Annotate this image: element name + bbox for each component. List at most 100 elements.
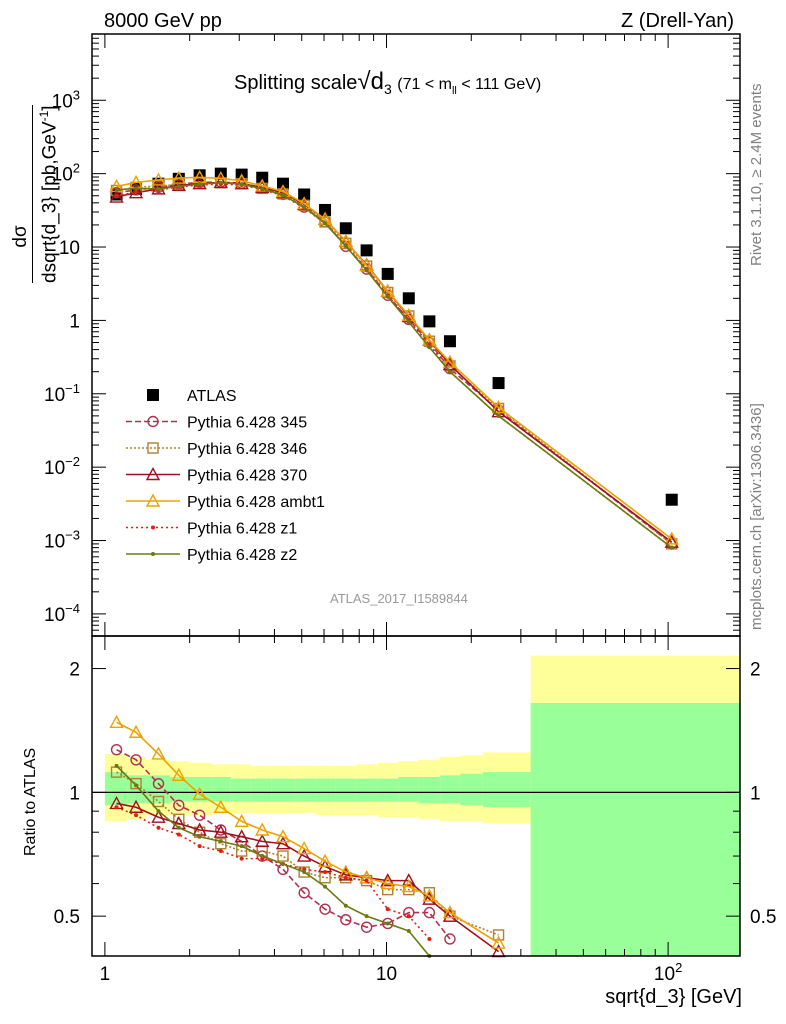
ratio-point-3-6: [234, 813, 249, 828]
legend-marker-6: [151, 552, 155, 556]
ratio-point-2-7: [255, 833, 270, 848]
ratio-point-0-11: [340, 914, 352, 926]
legend-marker-0: [147, 389, 159, 401]
data-point-0-10: [319, 203, 332, 216]
ratio-point-5-0: [114, 763, 119, 768]
ratio-point-4-14: [406, 914, 411, 919]
data-point-4-17: [491, 400, 506, 414]
y-tick-label: 10: [59, 238, 80, 259]
ratio-point-4-9: [302, 867, 307, 872]
ratio-point-5-5: [218, 839, 223, 844]
ratio-point-4-1: [134, 813, 139, 818]
ratio-point-5-4: [197, 834, 202, 839]
ratio-point-2-8: [275, 836, 291, 850]
ratio-point-5-2: [156, 809, 161, 814]
ratio-point-4-2: [156, 825, 161, 830]
data-point-6-4: [197, 182, 202, 187]
ylabel-unit: [pb,GeV: [39, 121, 61, 192]
ratio-point-0-2: [152, 777, 165, 790]
ratio-line-1: [116, 771, 499, 936]
ratio-y-tick-label-right: 1: [750, 783, 761, 804]
y-tick-label: 10−2: [44, 454, 80, 479]
header-left: 8000 GeV pp: [104, 10, 222, 32]
ratio-point-5-13: [385, 921, 390, 926]
legend-label-4: Pythia 6.428 ambt1: [187, 494, 325, 511]
ratio-point-3-4: [192, 786, 207, 800]
ratio-y-tick-label-left: 1: [69, 783, 80, 804]
legend-label-1: Pythia 6.428 345: [187, 415, 307, 432]
ratio-point-0-3: [173, 799, 185, 812]
data-point-2-9: [298, 199, 310, 212]
stat-uncertainty-band: [530, 702, 740, 956]
data-point-6-18: [669, 545, 674, 550]
ratio-point-4-4: [197, 844, 202, 849]
data-point-5-1: [134, 190, 139, 195]
ratio-point-4-5: [218, 849, 223, 854]
ratio-point-2-6: [234, 829, 249, 843]
series-line-3: [116, 181, 673, 543]
ratio-y-tick-label-right: 2: [750, 660, 761, 681]
ratio-point-4-10: [323, 870, 328, 875]
data-point-0-15: [423, 315, 436, 328]
data-point-6-6: [239, 182, 244, 187]
ratio-point-3-17: [491, 935, 506, 949]
data-point-3-5: [213, 174, 228, 189]
ratio-ylabel: Ratio to ATLAS: [22, 747, 39, 856]
ratio-point-0-16: [444, 933, 456, 945]
series-line-2: [116, 182, 673, 545]
ylabel-num: dσ: [10, 225, 31, 248]
y-tick-label: 10−1: [44, 381, 80, 406]
data-point-6-9: [302, 205, 307, 210]
ratio-line-0: [116, 748, 451, 940]
data-point-0-17: [492, 377, 505, 390]
ratio-line-5: [115, 765, 431, 957]
ratio-point-1-17: [492, 929, 505, 941]
ratio-point-5-6: [239, 844, 244, 849]
stat-uncertainty-band: [315, 778, 336, 802]
stat-uncertainty-band: [377, 778, 399, 802]
ratio-point-5-11: [343, 903, 348, 908]
legend-marker-2: [147, 442, 159, 454]
ratio-y-tick-label-right: 0.5: [750, 907, 776, 928]
legend-label-0: ATLAS: [187, 388, 237, 405]
stat-uncertainty-band: [271, 778, 295, 802]
series-line-4: [116, 176, 673, 540]
top-panel-series: [109, 167, 679, 550]
ratio-point-1-10: [319, 872, 331, 884]
data-point-0-16: [443, 335, 456, 348]
ylabel-den: dsqrt{d_3}: [39, 196, 61, 283]
ratio-point-5-1: [134, 783, 139, 788]
ratio-point-1-9: [298, 866, 310, 878]
ratio-point-2-9: [296, 848, 312, 862]
data-point-6-13: [385, 294, 390, 299]
chart-title-range-sub: ll: [451, 85, 457, 97]
ratio-point-3-15: [422, 888, 437, 902]
x-tick-label: 10: [376, 964, 397, 985]
legend-marker-4: [145, 493, 161, 507]
stat-uncertainty-band: [482, 772, 531, 808]
ratio-point-5-8: [280, 861, 285, 866]
ratio-point-4-6: [239, 856, 244, 861]
legend-label-3: Pythia 6.428 370: [187, 468, 307, 485]
ratio-point-0-0: [110, 743, 123, 756]
stat-uncertainty-band: [250, 778, 272, 802]
ratio-point-5-9: [302, 870, 307, 875]
data-point-0-12: [360, 244, 373, 257]
data-point-6-7: [260, 186, 265, 191]
chart-title-sqrt-sub: 3: [383, 81, 392, 97]
data-point-2-17: [492, 402, 505, 415]
chart-title-range: (71 < m: [397, 76, 452, 93]
ratio-point-3-9: [296, 841, 312, 855]
ratio-y-tick-label-left: 2: [69, 660, 80, 681]
series-line-6: [116, 182, 673, 549]
analysis-watermark: ATLAS_2017_I1589844: [330, 591, 468, 606]
legend-label-5: Pythia 6.428 z1: [187, 521, 297, 538]
stat-uncertainty-band: [398, 776, 419, 802]
data-point-0-9: [298, 188, 311, 201]
legend: ATLAS Pythia 6.428 345 Pythia 6.428 346 Pyt…: [126, 388, 325, 564]
ratio-point-4-12: [364, 878, 369, 883]
ylabel-unit-sup: -1: [37, 110, 51, 122]
data-point-6-10: [323, 221, 328, 226]
ratio-point-3-2: [151, 746, 166, 760]
data-point-4-3: [171, 170, 186, 184]
